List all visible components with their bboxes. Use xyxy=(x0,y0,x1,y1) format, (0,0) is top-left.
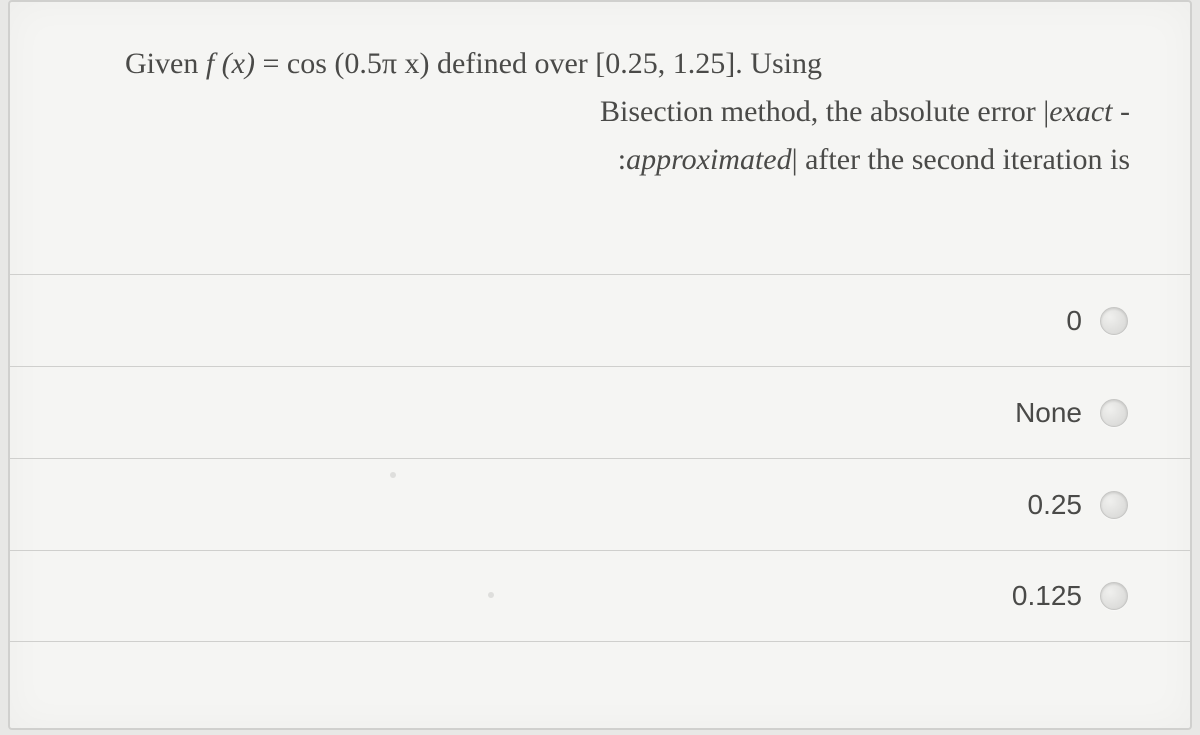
question-line-1: Given f (x) = cos (0.5π x) defined over … xyxy=(70,40,1130,88)
radio-icon[interactable] xyxy=(1100,491,1128,519)
text-colon: : xyxy=(618,143,626,176)
options-list: 0 None 0.25 0.125 xyxy=(10,274,1190,642)
radio-icon[interactable] xyxy=(1100,582,1128,610)
text-given: Given xyxy=(125,47,206,80)
option-label: 0 xyxy=(1066,305,1082,337)
text-dash: - xyxy=(1113,95,1131,128)
text-fx: f (x) xyxy=(206,47,255,80)
question-card: Given f (x) = cos (0.5π x) defined over … xyxy=(8,0,1192,730)
dust-speck xyxy=(390,472,396,478)
radio-icon[interactable] xyxy=(1100,399,1128,427)
radio-icon[interactable] xyxy=(1100,307,1128,335)
option-label: 0.25 xyxy=(1028,489,1083,521)
option-label: 0.125 xyxy=(1012,580,1082,612)
option-row[interactable]: 0.25 xyxy=(10,458,1190,550)
text-exact: exact xyxy=(1049,95,1112,128)
text-approximated: approximated xyxy=(626,143,792,176)
text-line2-prefix: Bisection method, the absolute error | xyxy=(600,95,1049,128)
text-line1-suffix: defined over [0.25, 1.25]. Using xyxy=(430,47,822,80)
question-text: Given f (x) = cos (0.5π x) defined over … xyxy=(10,2,1190,214)
option-label: None xyxy=(1015,397,1082,429)
option-row[interactable]: 0.125 xyxy=(10,550,1190,642)
option-row[interactable]: None xyxy=(10,366,1190,458)
question-line-2: Bisection method, the absolute error |ex… xyxy=(70,88,1130,136)
dust-speck xyxy=(488,592,494,598)
question-line-3: :approximated| after the second iteratio… xyxy=(70,136,1130,184)
option-row[interactable]: 0 xyxy=(10,274,1190,366)
text-arg: (0.5π x) xyxy=(327,47,430,80)
text-eq: = xyxy=(255,47,287,80)
text-cos: cos xyxy=(287,47,327,80)
text-line3-suffix: | after the second iteration is xyxy=(792,143,1130,176)
